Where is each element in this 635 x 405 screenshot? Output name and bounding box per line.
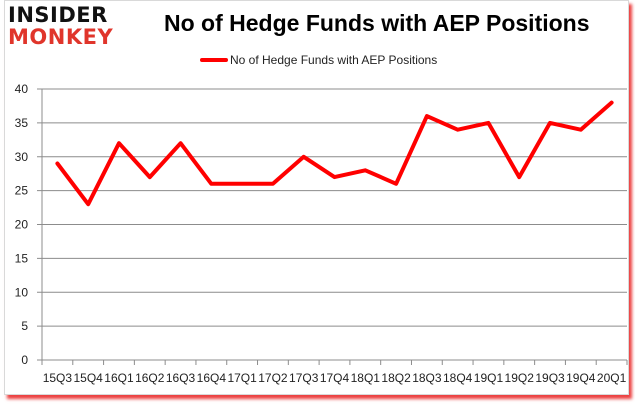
x-tick-label: 19Q4 — [566, 371, 596, 385]
chart-legend: No of Hedge Funds with AEP Positions — [200, 53, 437, 67]
y-tick-label: 30 — [15, 150, 29, 164]
x-tick-label: 19Q2 — [505, 371, 535, 385]
chart-title: No of Hedge Funds with AEP Positions — [164, 10, 590, 36]
y-tick-label: 40 — [15, 82, 29, 96]
chart-frame — [4, 0, 629, 395]
x-tick-label: 16Q3 — [166, 371, 196, 385]
y-tick-label: 25 — [15, 184, 29, 198]
x-tick-label: 15Q3 — [43, 371, 73, 385]
x-tick-label: 16Q2 — [135, 371, 165, 385]
x-tick-label: 17Q1 — [227, 371, 257, 385]
x-axis-labels: 15Q3 15Q4 16Q1 16Q2 16Q3 16Q4 17Q1 17Q2 17Q3 17Q4… — [43, 371, 627, 385]
x-tick-label: 17Q4 — [320, 371, 350, 385]
logo-line-1: INSIDER — [8, 3, 108, 27]
gridlines — [42, 88, 627, 327]
legend-line-swatch-icon — [200, 58, 228, 62]
y-tick-label: 15 — [15, 251, 29, 265]
y-axis-labels: 0 5 10 15 20 25 30 35 40 — [15, 82, 29, 367]
y-tick-label: 35 — [15, 116, 29, 130]
y-tick-label: 20 — [15, 218, 29, 232]
x-tick-label: 18Q2 — [381, 371, 411, 385]
x-tick-label: 18Q3 — [412, 371, 442, 385]
x-tick-label: 16Q1 — [104, 371, 134, 385]
x-tick-label: 18Q1 — [351, 371, 381, 385]
x-tick-label: 17Q2 — [258, 371, 288, 385]
legend-label: No of Hedge Funds with AEP Positions — [230, 53, 438, 67]
axes — [37, 88, 628, 365]
insider-monkey-logo: INSIDER MONKEY — [8, 4, 143, 50]
x-tick-label: 19Q1 — [474, 371, 504, 385]
x-tick-label: 20Q1 — [597, 371, 627, 385]
x-tick-label: 17Q3 — [289, 371, 319, 385]
series-line — [55, 100, 614, 207]
x-tick-label: 16Q4 — [197, 371, 227, 385]
x-tick-label: 19Q3 — [535, 371, 565, 385]
y-tick-label: 0 — [21, 353, 28, 367]
y-tick-label: 10 — [15, 285, 29, 299]
x-tick-label: 18Q4 — [443, 371, 473, 385]
y-tick-label: 5 — [21, 319, 28, 333]
logo-line-2: MONKEY — [8, 25, 114, 49]
x-tick-label: 15Q4 — [74, 371, 104, 385]
